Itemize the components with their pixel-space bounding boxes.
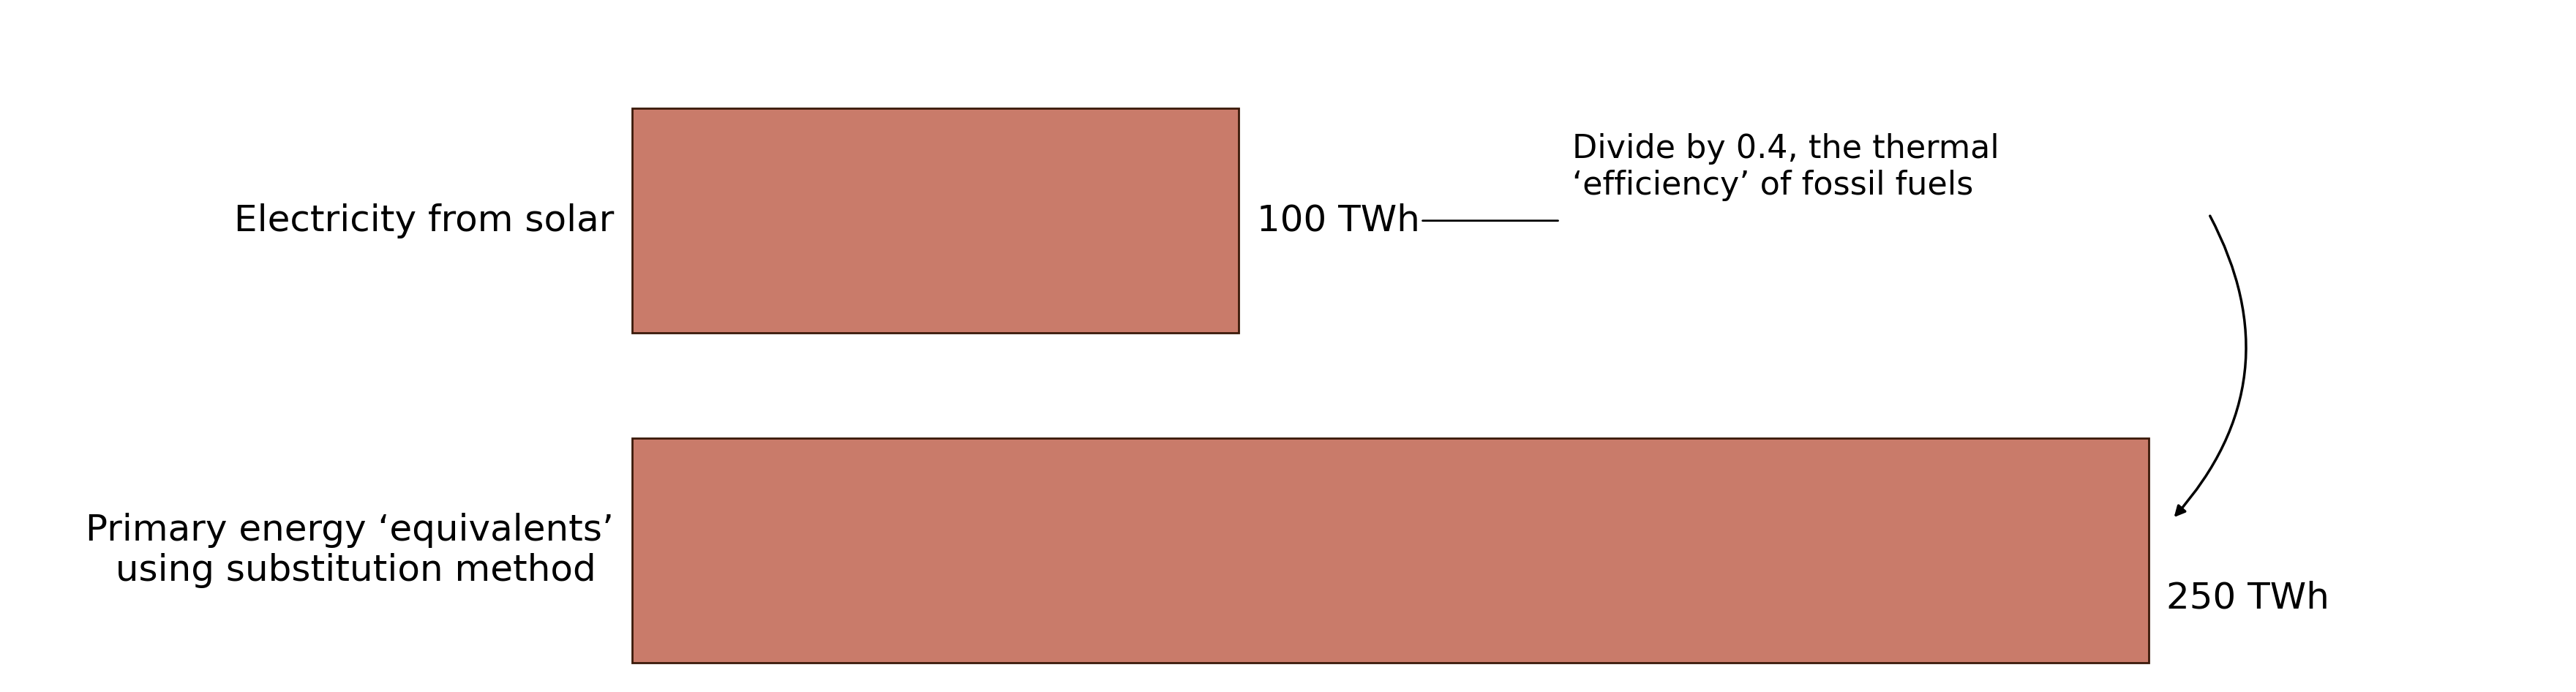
Text: Electricity from solar: Electricity from solar — [234, 203, 613, 238]
Text: Primary energy ‘equivalents’
 using substitution method: Primary energy ‘equivalents’ using subst… — [85, 513, 613, 588]
Text: 100 TWh: 100 TWh — [1257, 203, 1419, 238]
Text: Divide by 0.4, the thermal
‘efficiency’ of fossil fuels: Divide by 0.4, the thermal ‘efficiency’ … — [1571, 133, 1999, 201]
FancyBboxPatch shape — [631, 109, 1239, 333]
Text: 250 TWh: 250 TWh — [2166, 581, 2329, 615]
FancyBboxPatch shape — [631, 438, 2148, 662]
